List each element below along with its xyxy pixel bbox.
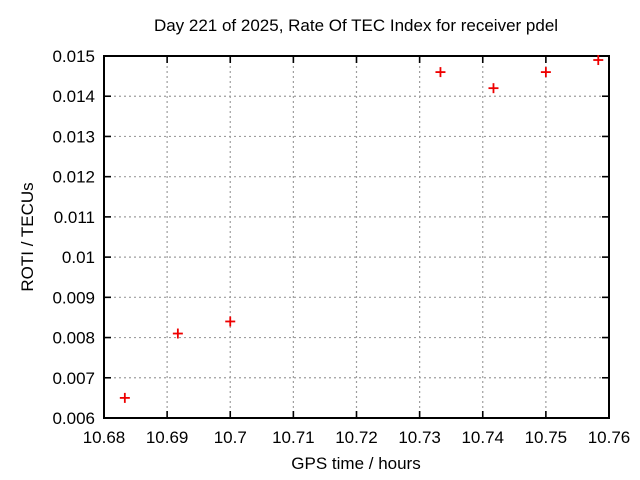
x-tick-label: 10.74 [461,428,504,447]
y-tick-label: 0.009 [52,288,95,307]
data-point [225,316,236,327]
y-tick-label: 0.007 [52,369,95,388]
x-tick-label: 10.76 [588,428,631,447]
x-axis-label: GPS time / hours [291,454,420,473]
y-axis-label: ROTI / TECUs [18,182,37,291]
y-tick-label: 0.012 [52,168,95,187]
data-point [488,83,499,94]
data-point [119,392,130,403]
y-tick-label: 0.014 [52,87,95,106]
x-tick-label: 10.71 [272,428,315,447]
x-tick-label: 10.72 [335,428,378,447]
x-tick-label: 10.75 [525,428,568,447]
y-tick-label: 0.013 [52,127,95,146]
x-tick-label: 10.69 [146,428,189,447]
y-tick-label: 0.015 [52,47,95,66]
data-point [540,67,551,78]
axes-layer [103,55,610,419]
tick-label-layer: 10.68 10.69 10.7 10.71 10.72 10.73 10.74 10.75 1… [52,47,630,447]
x-tick-label: 10.68 [83,428,126,447]
data-point [593,55,604,66]
y-tick-label: 0.006 [52,409,95,428]
y-tick-label: 0.011 [54,208,95,227]
x-tick-label: 10.73 [398,428,441,447]
data-point [172,328,183,339]
grid-layer [104,56,609,418]
y-tick-label: 0.008 [52,329,95,348]
data-point-layer [119,55,604,403]
data-point [435,67,446,78]
x-tick-label: 10.7 [214,428,247,447]
y-tick-label: 0.01 [62,248,95,267]
chart-title: Day 221 of 2025, Rate Of TEC Index for r… [154,16,558,35]
